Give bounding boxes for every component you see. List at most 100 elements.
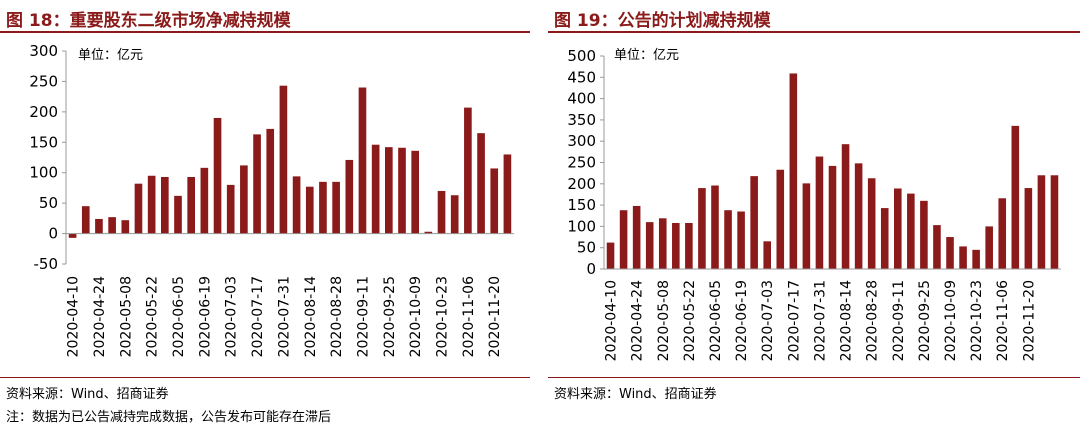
bar [645,222,654,269]
x-tick-label: 2020-11-06 [995,280,1011,361]
bar [332,181,340,234]
x-tick-label: 2020-07-03 [224,276,240,357]
chart-title: 图 18：重要股东二级市场净减持规模 [6,11,291,31]
y-tick-label: 450 [567,68,596,86]
bar [841,144,850,269]
bar [121,220,130,234]
bar [828,165,837,269]
y-tick-label: -50 [34,255,59,273]
y-tick-label: 150 [29,133,58,151]
x-tick-label: 2020-11-20 [487,276,503,357]
x-tick-label: 2020-08-14 [303,276,319,357]
y-tick-label: 50 [577,239,596,257]
bar [1011,125,1020,269]
y-tick-label: 200 [29,103,58,121]
x-tick-label: 2020-05-22 [145,276,161,357]
bar [385,147,393,234]
y-tick-label: 500 [567,47,596,65]
right-panel: 图 19：公告的计划减持规模 单位：亿元 0 50 100 150 200 250 300 3… [548,0,1080,430]
y-tick-label: 100 [29,164,58,182]
y-tick-label: 250 [29,72,58,90]
x-tick-label: 2020-05-08 [118,276,134,357]
x-tick-label: 2020-05-08 [656,280,672,361]
bar [424,231,433,234]
bar [1050,175,1059,269]
bar [1037,175,1046,269]
bar [213,117,222,234]
bar [880,208,889,269]
bar [187,176,195,234]
x-tick-label: 2020-09-25 [382,276,398,357]
bar [134,183,143,234]
x-tick-label: 2020-06-19 [197,276,213,357]
source-rule [548,377,1080,378]
y-tick-label: 150 [567,196,596,214]
bar [711,185,719,269]
y-tick-label: 50 [39,194,58,212]
unit-label: 单位：亿元 [614,48,680,63]
bar [108,217,116,234]
x-tick-label: 2020-06-19 [734,280,750,361]
bar [371,144,380,234]
x-tick-label: 2020-04-10 [66,276,82,357]
bar [606,242,615,269]
bar [619,210,628,269]
bar [464,107,472,234]
y-tick-label: 0 [586,260,596,278]
x-tick-label: 2020-04-24 [630,280,646,361]
bar [319,181,327,234]
bar [672,222,680,269]
x-tick-label: 2020-07-03 [760,280,776,361]
bar [815,156,824,269]
bar [698,188,706,269]
y-tick-label: 100 [567,217,596,235]
bar [724,210,732,269]
x-tick-label: 2020-04-24 [92,276,108,357]
bar [266,128,275,234]
x-tick-label: 2020-09-11 [355,276,371,357]
bar [867,178,876,269]
bar [161,176,169,234]
x-tick-label: 2020-10-09 [943,280,959,361]
x-tick-label: 2020-11-06 [461,276,477,357]
bar [147,175,156,234]
bar [789,73,798,269]
x-tick-label: 2020-06-05 [708,280,724,361]
bar [437,190,446,234]
x-tick-label: 2020-11-20 [1021,280,1037,361]
bar [81,206,90,234]
bar [490,168,499,234]
bar [854,163,863,269]
bar [750,176,758,269]
bar [933,225,941,269]
x-tick-label: 2020-10-23 [435,276,451,357]
title-rule [548,31,1080,33]
bar [450,195,459,234]
bar [503,154,512,234]
x-tick-label: 2020-09-25 [917,280,933,361]
y-tick-label: 250 [567,154,596,172]
y-tick-label: 0 [48,225,58,243]
y-tick-label: 300 [29,42,58,60]
note-text: 注：数据为已公告减持完成数据，公告发布可能存在滞后 [6,410,332,425]
x-tick-label: 2020-08-14 [839,280,855,361]
source-text: 资料来源：Wind、招商证券 [554,387,717,402]
bar [398,147,406,234]
bar [893,188,902,269]
bar [95,218,103,234]
bar [658,218,667,269]
x-tick-label: 2020-10-23 [969,280,985,361]
y-tick-label: 300 [567,132,596,150]
x-tick-label: 2020-07-31 [812,280,828,361]
bar [174,195,182,234]
bar [632,205,641,269]
x-tick-label: 2020-08-28 [329,276,345,357]
bar [959,246,967,269]
bar [920,200,928,269]
bar [972,249,980,269]
bar [776,169,785,269]
left-panel: 图 18：重要股东二级市场净减持规模 单位：亿元 -50 0 50 100 150 200… [0,0,530,430]
bar [240,165,248,234]
source-rule [0,377,530,378]
chart-title: 图 19：公告的计划减持规模 [554,11,771,31]
